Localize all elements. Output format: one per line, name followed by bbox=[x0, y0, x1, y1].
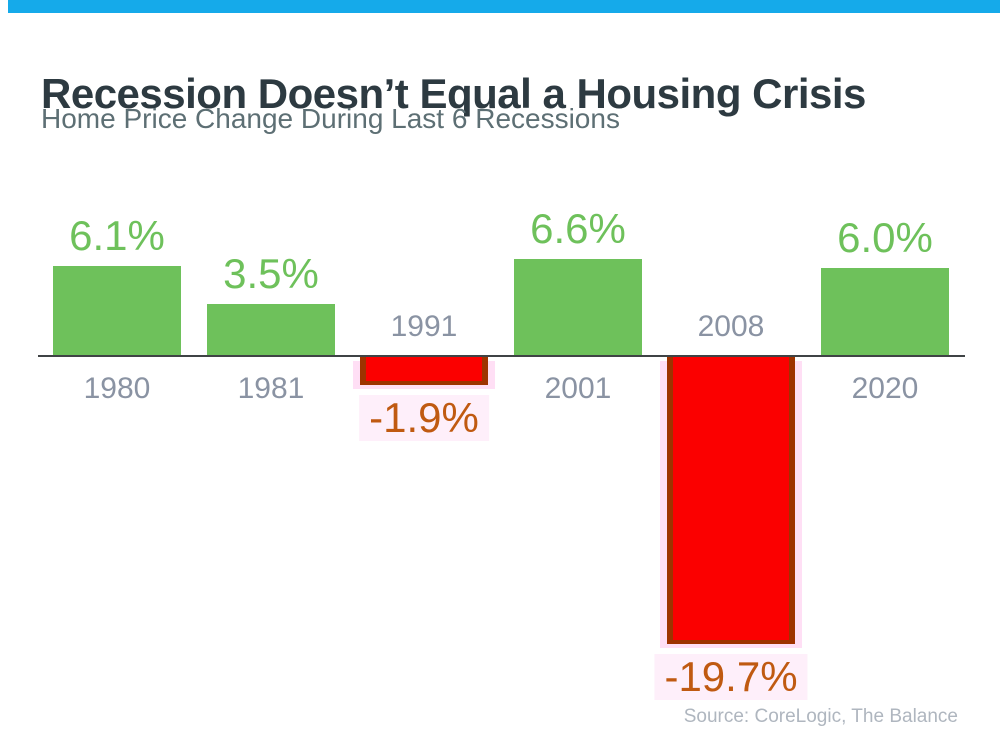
bar-2008 bbox=[667, 357, 795, 644]
bar-1991 bbox=[360, 357, 488, 385]
bar-value-label-2008: -19.7% bbox=[654, 654, 808, 700]
page-title: Recession Doesn’t Equal a Housing Crisis bbox=[41, 70, 866, 118]
top-accent-bar bbox=[8, 0, 1000, 13]
bar-value-label-1981: 3.5% bbox=[223, 250, 319, 297]
x-axis-line bbox=[38, 355, 965, 357]
bar-1981 bbox=[207, 304, 335, 355]
bar-year-label-2001: 2001 bbox=[544, 372, 612, 405]
bar-value-label-2001: 6.6% bbox=[530, 205, 626, 252]
page-subtitle: Home Price Change During Last 6 Recessio… bbox=[41, 103, 620, 134]
bar-year-label-1981: 1981 bbox=[237, 372, 305, 405]
bar-value-label-2020: 6.0% bbox=[837, 214, 933, 261]
bar-year-label-1980: 1980 bbox=[83, 372, 151, 405]
bar-year-label-2008: 2008 bbox=[697, 310, 765, 343]
bar-year-label-1991: 1991 bbox=[390, 310, 458, 343]
bar-2001 bbox=[514, 259, 642, 355]
bar-year-label-2020: 2020 bbox=[851, 372, 919, 405]
bar-value-label-1991: -1.9% bbox=[359, 395, 489, 441]
bar-1980 bbox=[53, 266, 181, 355]
source-attribution: Source: CoreLogic, The Balance bbox=[683, 706, 958, 727]
bar-value-label-1980: 6.1% bbox=[69, 212, 165, 259]
bar-2020 bbox=[821, 268, 949, 355]
